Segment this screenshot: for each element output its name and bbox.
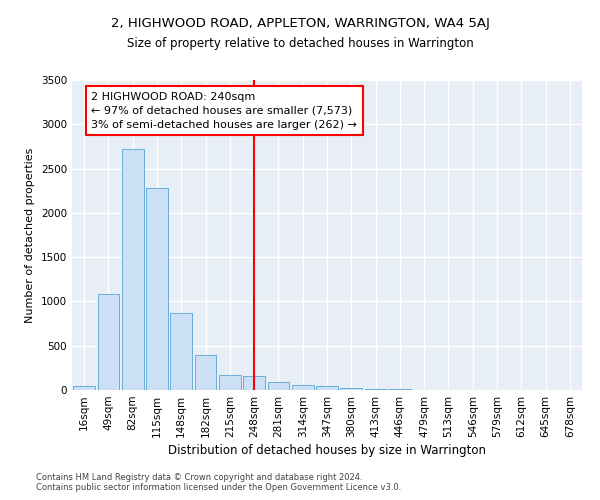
Bar [219,374,241,390]
Bar [97,294,119,390]
Bar [170,313,192,390]
Y-axis label: Number of detached properties: Number of detached properties [25,148,35,322]
Bar [194,356,217,390]
Bar [73,386,95,390]
X-axis label: Distribution of detached houses by size in Warrington: Distribution of detached houses by size … [168,444,486,457]
Bar [292,384,314,390]
Bar [316,386,338,390]
Bar [268,382,289,390]
Text: 2, HIGHWOOD ROAD, APPLETON, WARRINGTON, WA4 5AJ: 2, HIGHWOOD ROAD, APPLETON, WARRINGTON, … [110,18,490,30]
Text: 2 HIGHWOOD ROAD: 240sqm
← 97% of detached houses are smaller (7,573)
3% of semi-: 2 HIGHWOOD ROAD: 240sqm ← 97% of detache… [91,92,358,130]
Bar [146,188,168,390]
Text: Contains public sector information licensed under the Open Government Licence v3: Contains public sector information licen… [36,484,401,492]
Bar [340,388,362,390]
Text: Size of property relative to detached houses in Warrington: Size of property relative to detached ho… [127,38,473,51]
Text: Contains HM Land Registry data © Crown copyright and database right 2024.: Contains HM Land Registry data © Crown c… [36,474,362,482]
Bar [122,149,143,390]
Bar [365,388,386,390]
Bar [243,376,265,390]
